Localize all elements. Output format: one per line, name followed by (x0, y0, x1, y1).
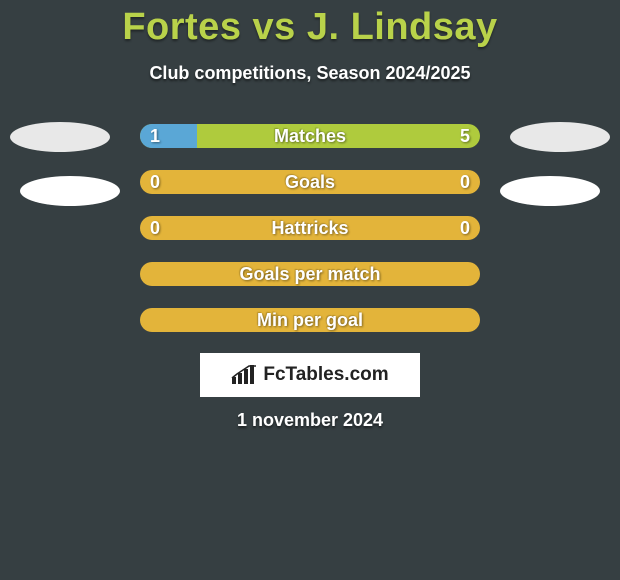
stat-rows: Matches15 Goals00 Hattricks00 Goals per mat… (140, 124, 480, 354)
stat-row: Hattricks00 (140, 216, 480, 240)
page-title: Fortes vs J. Lindsay (0, 0, 620, 49)
stat-bar-track (140, 262, 480, 286)
player-left-badge-inner (20, 176, 120, 206)
subtitle: Club competitions, Season 2024/2025 (0, 63, 620, 84)
player-right-badge-inner (500, 176, 600, 206)
stat-row: Min per goal (140, 308, 480, 332)
stat-bar-track (140, 216, 480, 240)
player-left-badge-outer (10, 122, 110, 152)
player-right-badge-outer (510, 122, 610, 152)
brand-text: FcTables.com (263, 364, 388, 386)
stat-bar-track (140, 170, 480, 194)
stat-bar-track (140, 308, 480, 332)
stat-row: Goals00 (140, 170, 480, 194)
date-text: 1 november 2024 (0, 410, 620, 431)
stat-bar-left-fill (140, 124, 197, 148)
brand-box: FcTables.com (200, 353, 420, 397)
stat-bar-track (140, 124, 480, 148)
stat-row: Goals per match (140, 262, 480, 286)
stat-row: Matches15 (140, 124, 480, 148)
brand-chart-icon (231, 365, 257, 385)
